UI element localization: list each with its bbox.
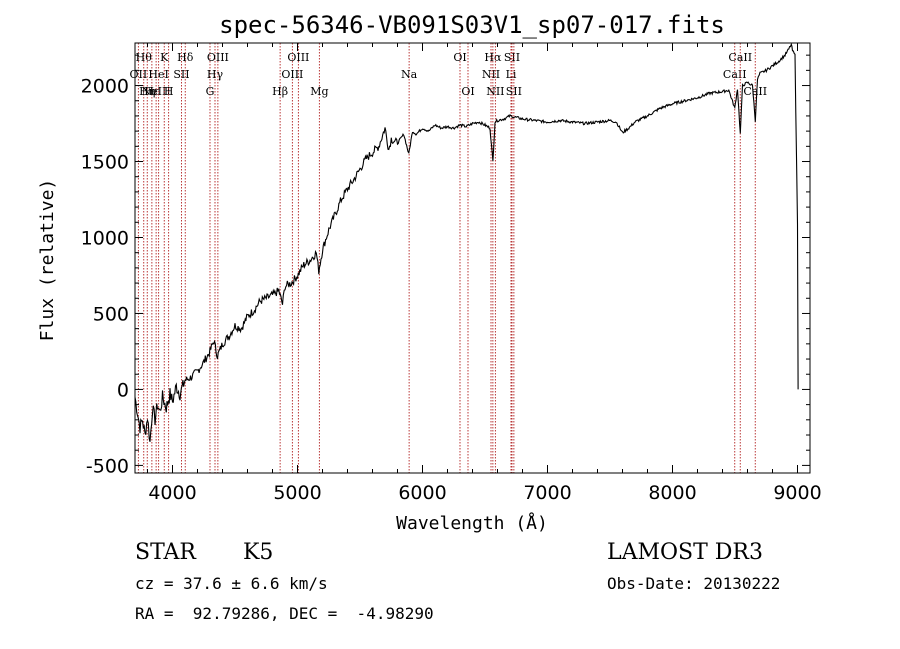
line-marker-label-12: OIII	[207, 51, 229, 64]
chart-title: spec-56346-VB091S03V1_sp07-017.fits	[219, 11, 725, 39]
x-tick-label-2: 6000	[398, 482, 446, 504]
y-tick-label-1: 0	[117, 379, 129, 401]
x-axis-label: Wavelength (Å)	[396, 512, 548, 534]
y-tick-label-4: 1500	[81, 152, 129, 174]
line-marker-label-23: Li	[506, 68, 517, 81]
line-marker-label-5: HeI	[148, 68, 168, 81]
line-marker-label-7: H	[164, 85, 174, 98]
line-marker-label-1: Hθ	[136, 51, 153, 64]
line-marker-label-20: NII	[482, 68, 500, 81]
line-marker-label-0: OII	[130, 68, 148, 81]
line-marker-label-4: NeIII	[142, 85, 171, 98]
line-marker-label-18: OI	[453, 51, 466, 64]
line-marker-label-26: CaII	[723, 68, 747, 81]
line-marker-label-13: Hβ	[272, 85, 288, 98]
ra-dec: RA = 92.79286, DEC = -4.98290	[135, 604, 434, 623]
redshift-cz: cz = 37.6 ± 6.6 km/s	[135, 574, 328, 593]
x-tick-label-5: 9000	[773, 482, 821, 504]
line-marker-label-8: SII	[173, 68, 189, 81]
line-marker-label-28: CaII	[743, 85, 767, 98]
x-tick-label-3: 7000	[523, 482, 571, 504]
y-tick-label-5: 2000	[81, 76, 129, 98]
line-marker-label-6: K	[160, 51, 169, 64]
y-tick-label-3: 1000	[81, 227, 129, 249]
line-marker-label-27: CaII	[728, 51, 752, 64]
object-type: STAR	[135, 540, 196, 565]
line-markers: OIIHθHηHεNeIIIHeIKHSIIHδGHγOIIIHβOIIIOII…	[130, 43, 767, 473]
survey-name: LAMOST DR3	[607, 540, 763, 565]
series-line-spectrum	[134, 42, 799, 442]
x-tick-label-4: 8000	[648, 482, 696, 504]
line-marker-label-19: OI	[461, 85, 474, 98]
line-marker-label-25: SII	[506, 85, 522, 98]
line-marker-label-10: G	[206, 85, 215, 98]
line-marker-label-24: SII	[504, 51, 520, 64]
line-marker-label-16: Mg	[310, 85, 328, 98]
line-marker-label-22: NII	[486, 85, 504, 98]
line-marker-label-14: OIII	[281, 68, 303, 81]
line-marker-label-17: Na	[401, 68, 418, 81]
axes: 4000 5000 6000 7000 8000 9000 -500 0 500 1000 1500…	[81, 43, 822, 504]
plot-frame	[134, 42, 811, 474]
line-marker-label-15: OIII	[287, 51, 309, 64]
subclass: K5	[243, 540, 274, 565]
y-axis-label: Flux (relative)	[37, 179, 58, 342]
x-tick-label-1: 5000	[273, 482, 321, 504]
line-marker-label-21: Hα	[484, 51, 502, 64]
obs-date: Obs-Date: 20130222	[607, 574, 781, 593]
line-marker-label-11: Hγ	[207, 68, 224, 81]
line-marker-label-2: Hη	[139, 85, 155, 98]
y-tick-label-2: 500	[93, 303, 129, 325]
line-marker-label-9: Hδ	[177, 51, 194, 64]
y-tick-label-0: -500	[86, 455, 129, 477]
x-tick-label-0: 4000	[148, 482, 196, 504]
